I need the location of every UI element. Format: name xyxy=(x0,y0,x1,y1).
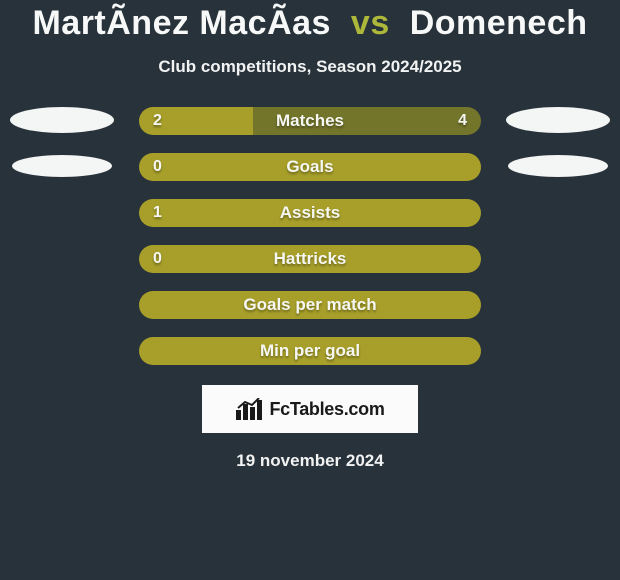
bar-fill-left xyxy=(139,153,481,181)
stat-row: Goals0 xyxy=(139,153,481,181)
title-vs: vs xyxy=(351,4,390,42)
stat-row: Goals per match xyxy=(139,291,481,319)
stats-area: Matches24 Goals0 Assists1 Hattricks0 Goals p… xyxy=(0,107,620,365)
site-logo-text: FcTables.com xyxy=(269,399,384,420)
stat-row: Assists1 xyxy=(139,199,481,227)
player2-avatar xyxy=(506,107,610,133)
player1-club-badge xyxy=(12,155,112,177)
site-logo: FcTables.com xyxy=(202,385,418,433)
date-line: 19 november 2024 xyxy=(0,451,620,471)
bars-icon xyxy=(235,398,263,420)
page-title: MartÃ­nez MacÃ­as vs Domenech xyxy=(0,4,620,43)
bar-fill-left xyxy=(139,199,481,227)
stat-row: Min per goal xyxy=(139,337,481,365)
subtitle: Club competitions, Season 2024/2025 xyxy=(0,57,620,77)
title-player2: Domenech xyxy=(410,4,588,42)
bar-fill-left xyxy=(139,245,481,273)
player2-club-badge xyxy=(508,155,608,177)
right-player-col xyxy=(503,107,613,177)
bar-fill-left xyxy=(139,337,481,365)
bar-fill-left xyxy=(139,291,481,319)
bar-fill-left xyxy=(139,107,253,135)
stat-row: Matches24 xyxy=(139,107,481,135)
title-player1: MartÃ­nez MacÃ­as xyxy=(32,4,330,42)
stat-row: Hattricks0 xyxy=(139,245,481,273)
left-player-col xyxy=(7,107,117,177)
bar-fill-right xyxy=(253,107,481,135)
player1-avatar xyxy=(10,107,114,133)
stat-bars: Matches24 Goals0 Assists1 Hattricks0 Goals p… xyxy=(139,107,481,365)
comparison-infographic: MartÃ­nez MacÃ­as vs Domenech Club compe… xyxy=(0,0,620,580)
